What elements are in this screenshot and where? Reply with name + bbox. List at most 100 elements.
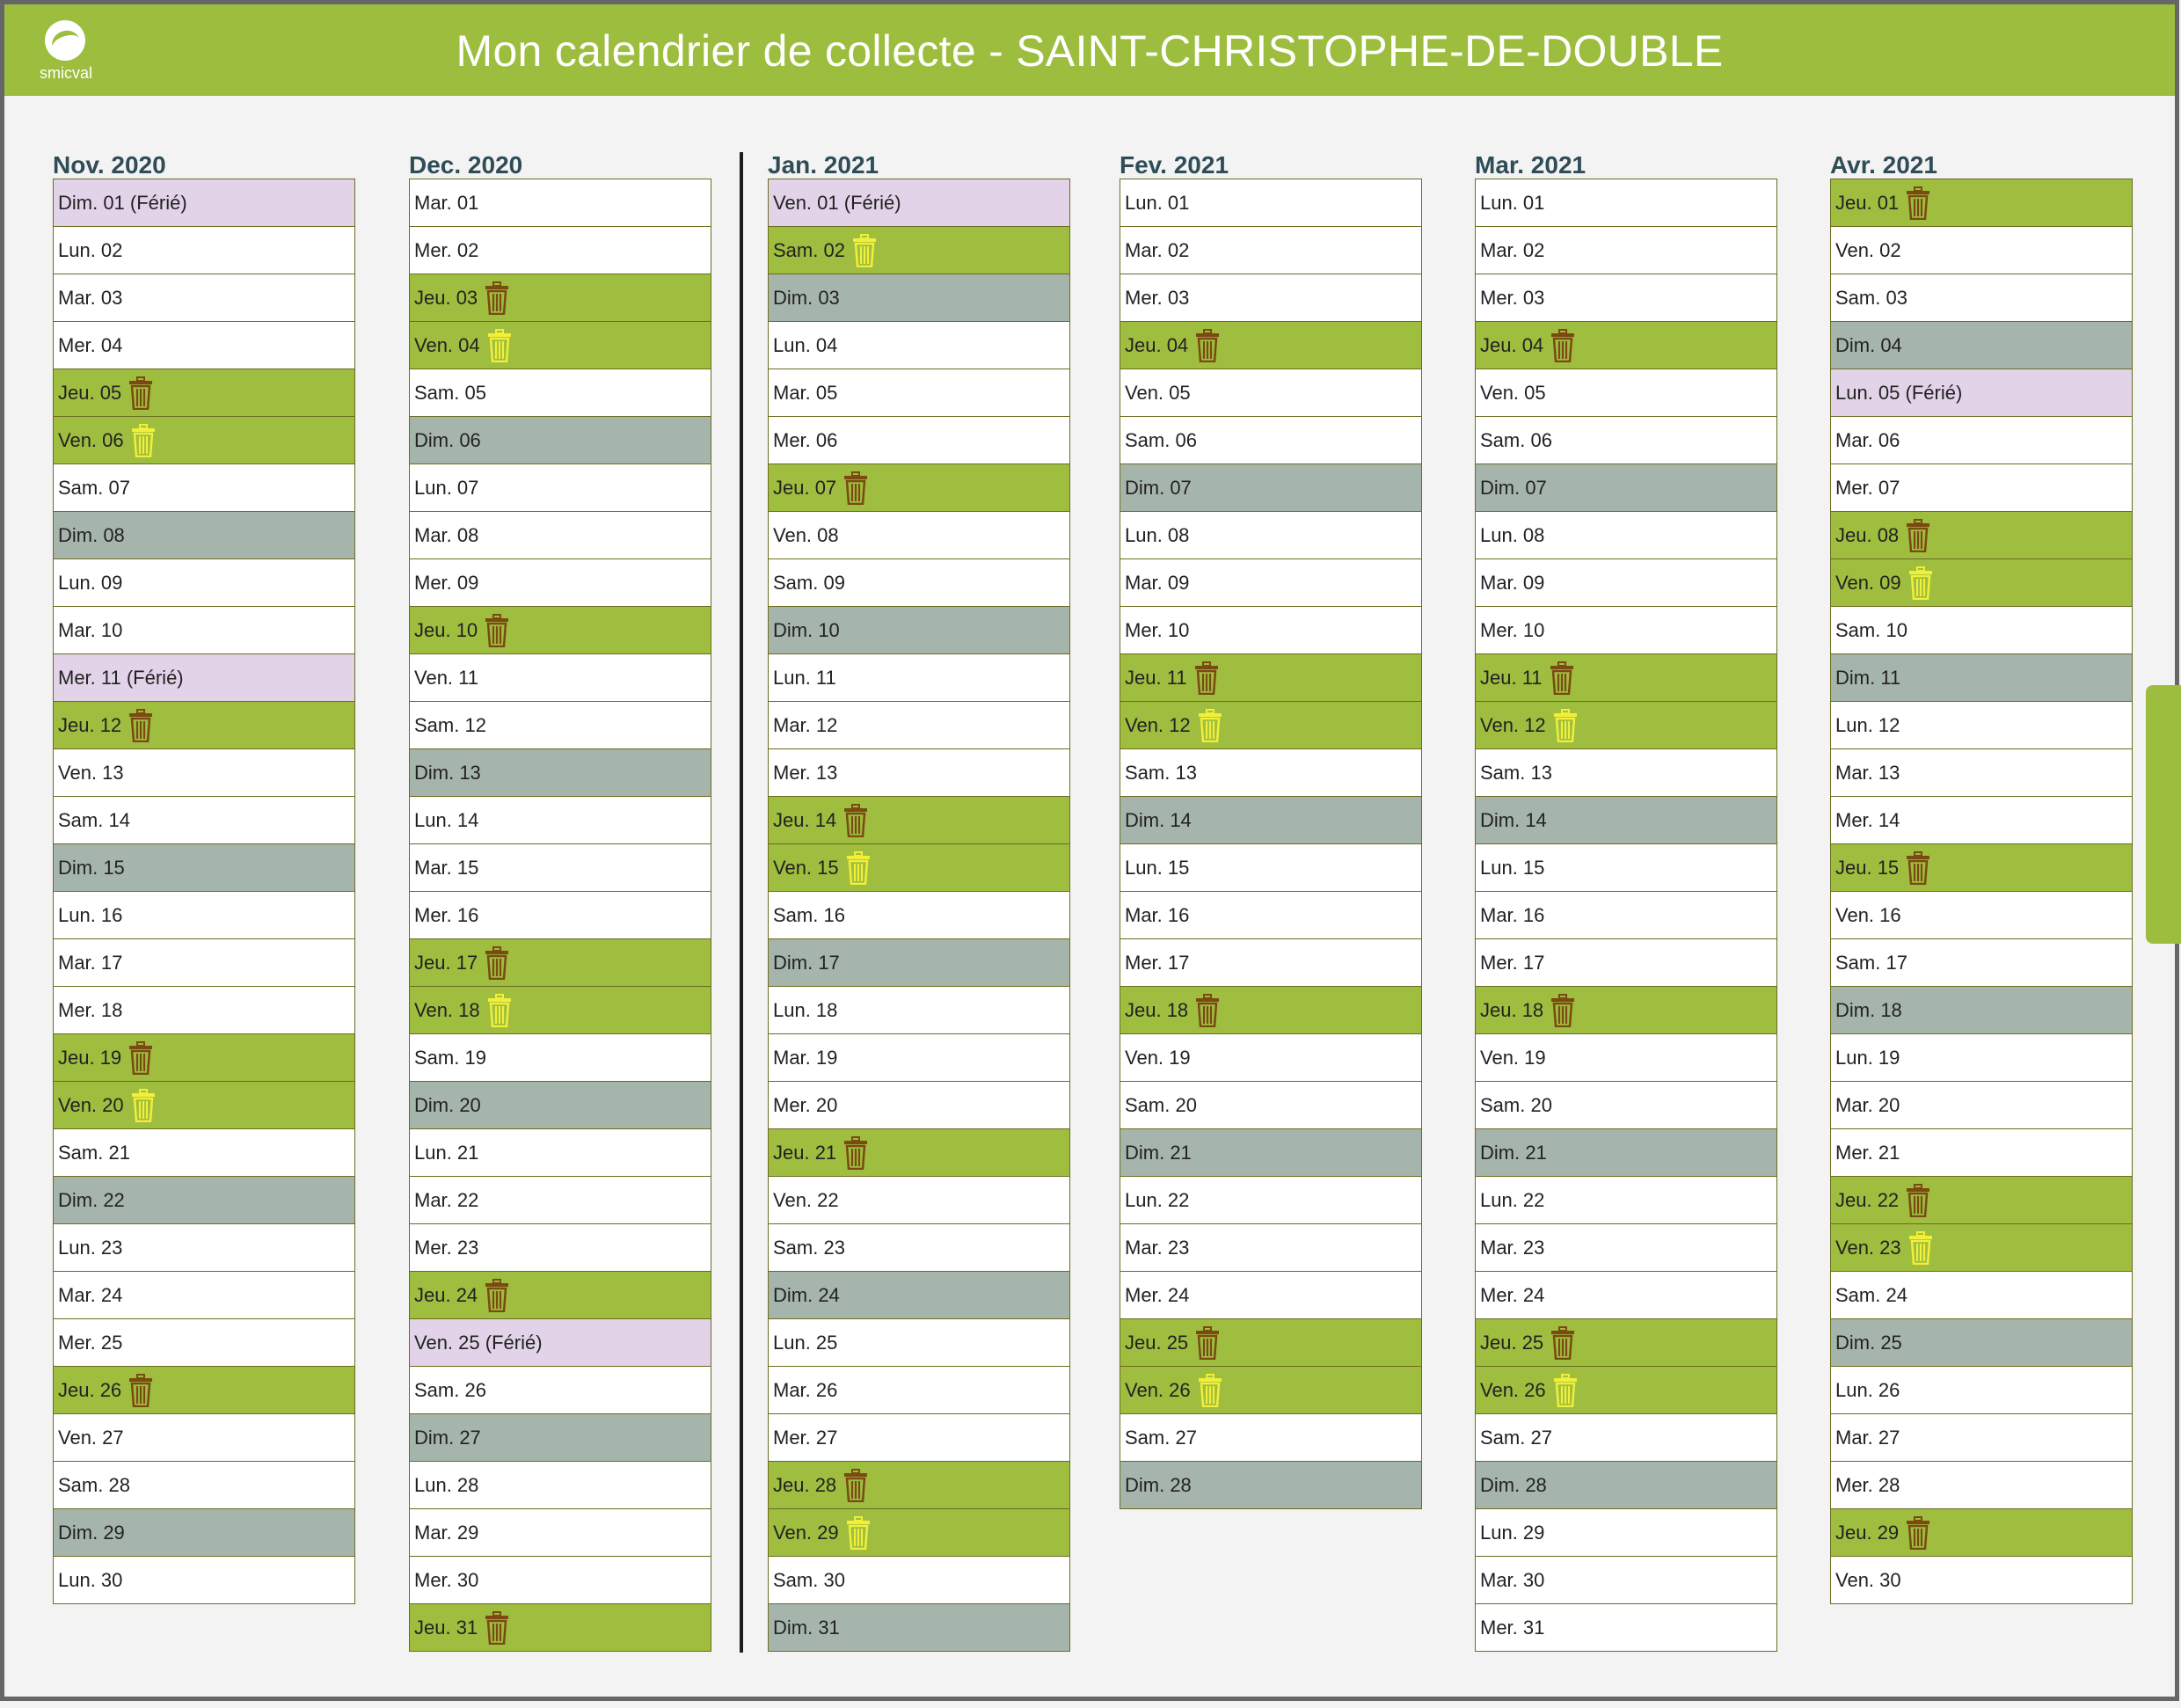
day-row: Sam. 13	[1476, 749, 1776, 797]
day-row: Mar. 30	[1476, 1557, 1776, 1604]
day-label: Lun. 23	[58, 1236, 123, 1259]
trash-bin-yellow-icon	[1552, 708, 1579, 742]
day-row: Sam. 20	[1476, 1082, 1776, 1129]
day-label: Ven. 20	[58, 1093, 124, 1116]
day-label: Lun. 19	[1835, 1046, 1900, 1069]
day-row: Jeu. 12	[54, 702, 354, 749]
day-row: Mar. 02	[1476, 227, 1776, 274]
day-row: Mer. 17	[1120, 939, 1421, 987]
day-label: Lun. 04	[773, 333, 838, 356]
day-label: Lun. 15	[1480, 856, 1545, 879]
day-row: Mar. 09	[1120, 559, 1421, 607]
trash-bin-yellow-icon	[1552, 1373, 1579, 1407]
day-row: Lun. 11	[769, 654, 1069, 702]
day-label: Ven. 19	[1480, 1046, 1546, 1069]
day-row: Mar. 12	[769, 702, 1069, 749]
day-label: Jeu. 19	[58, 1046, 122, 1069]
day-row: Mer. 31	[1476, 1604, 1776, 1652]
day-label: Ven. 18	[414, 998, 480, 1021]
day-label: Sam. 16	[773, 903, 845, 926]
day-label: Mar. 16	[1125, 903, 1190, 926]
day-label: Sam. 09	[773, 571, 845, 594]
day-row: Ven. 29	[769, 1509, 1069, 1557]
day-row: Sam. 16	[769, 892, 1069, 939]
day-label: Mar. 23	[1125, 1236, 1190, 1259]
day-label: Mer. 21	[1835, 1141, 1900, 1164]
day-row: Mer. 09	[410, 559, 711, 607]
day-row: Ven. 16	[1831, 892, 2132, 939]
day-row: Sam. 03	[1831, 274, 2132, 322]
day-row: Ven. 13	[54, 749, 354, 797]
day-list: Lun. 01 Mar. 02 Mer. 03 Jeu. 04 Ven. 05 Sam. …	[1475, 179, 1777, 1652]
day-label: Lun. 12	[1835, 713, 1900, 736]
day-label: Dim. 03	[773, 286, 840, 309]
day-row: Dim. 22	[54, 1177, 354, 1224]
day-row: Sam. 24	[1831, 1272, 2132, 1319]
day-label: Jeu. 21	[773, 1141, 837, 1164]
day-list: Dim. 01 (Férié) Lun. 02 Mar. 03 Mer. 04 Jeu.…	[53, 179, 355, 1604]
day-row: Lun. 14	[410, 797, 711, 844]
day-label: Jeu. 26	[58, 1378, 122, 1401]
day-row: Mar. 13	[1831, 749, 2132, 797]
day-label: Dim. 28	[1125, 1473, 1192, 1496]
day-row: Ven. 02	[1831, 227, 2132, 274]
trash-bin-yellow-icon	[1197, 1373, 1223, 1407]
day-row: Lun. 07	[410, 464, 711, 512]
day-row: Lun. 23	[54, 1224, 354, 1272]
day-label: Sam. 27	[1480, 1426, 1552, 1449]
day-row: Mer. 18	[54, 987, 354, 1034]
day-label: Jeu. 28	[773, 1473, 837, 1496]
day-row: Ven. 12	[1120, 702, 1421, 749]
day-label: Mer. 10	[1480, 618, 1545, 641]
day-label: Jeu. 14	[773, 808, 837, 831]
day-label: Dim. 01 (Férié)	[58, 191, 187, 214]
day-label: Mer. 02	[414, 238, 479, 261]
day-label: Dim. 25	[1835, 1331, 1902, 1354]
day-label: Ven. 22	[773, 1188, 839, 1211]
day-label: Mar. 19	[773, 1046, 838, 1069]
day-row: Dim. 13	[410, 749, 711, 797]
day-label: Lun. 16	[58, 903, 123, 926]
day-label: Mar. 15	[414, 856, 479, 879]
day-label: Lun. 29	[1480, 1521, 1545, 1544]
day-label: Mer. 28	[1835, 1473, 1900, 1496]
day-row: Jeu. 29	[1831, 1509, 2132, 1557]
day-row: Ven. 23	[1831, 1224, 2132, 1272]
day-label: Jeu. 22	[1835, 1188, 1900, 1211]
side-tab[interactable]	[2146, 685, 2181, 944]
month-title: Mar. 2021	[1475, 151, 1587, 179]
day-label: Sam. 10	[1835, 618, 1907, 641]
day-row: Mar. 05	[769, 369, 1069, 417]
day-row: Ven. 26	[1120, 1367, 1421, 1414]
month-title: Dec. 2020	[409, 151, 523, 179]
trash-bin-yellow-icon	[130, 423, 157, 457]
day-row: Lun. 18	[769, 987, 1069, 1034]
day-list: Jeu. 01 Ven. 02 Sam. 03 Dim. 04 Lun. 05 (Fér…	[1830, 179, 2133, 1604]
day-row: Jeu. 22	[1831, 1177, 2132, 1224]
page-title: Mon calendrier de collecte - SAINT-CHRIS…	[456, 26, 1724, 76]
day-row: Jeu. 24	[410, 1272, 711, 1319]
day-label: Sam. 30	[773, 1568, 845, 1591]
day-row: Sam. 06	[1476, 417, 1776, 464]
day-label: Dim. 10	[773, 618, 840, 641]
trash-bin-brown-icon	[484, 1610, 510, 1645]
day-row: Sam. 23	[769, 1224, 1069, 1272]
day-label: Lun. 01	[1125, 191, 1190, 214]
day-label: Ven. 30	[1835, 1568, 1901, 1591]
day-row: Mer. 06	[769, 417, 1069, 464]
day-label: Ven. 26	[1125, 1378, 1191, 1401]
day-label: Ven. 12	[1480, 713, 1546, 736]
day-label: Lun. 05 (Férié)	[1835, 381, 1963, 404]
day-label: Jeu. 31	[414, 1616, 478, 1639]
day-row: Lun. 22	[1120, 1177, 1421, 1224]
day-label: Mer. 14	[1835, 808, 1900, 831]
day-label: Jeu. 25	[1480, 1331, 1544, 1354]
day-label: Mar. 13	[1835, 761, 1900, 784]
day-label: Mer. 24	[1125, 1283, 1190, 1306]
day-row: Mer. 17	[1476, 939, 1776, 987]
day-row: Sam. 06	[1120, 417, 1421, 464]
day-row: Jeu. 11	[1120, 654, 1421, 702]
day-label: Mar. 09	[1125, 571, 1190, 594]
day-row: Dim. 10	[769, 607, 1069, 654]
day-row: Mer. 16	[410, 892, 711, 939]
